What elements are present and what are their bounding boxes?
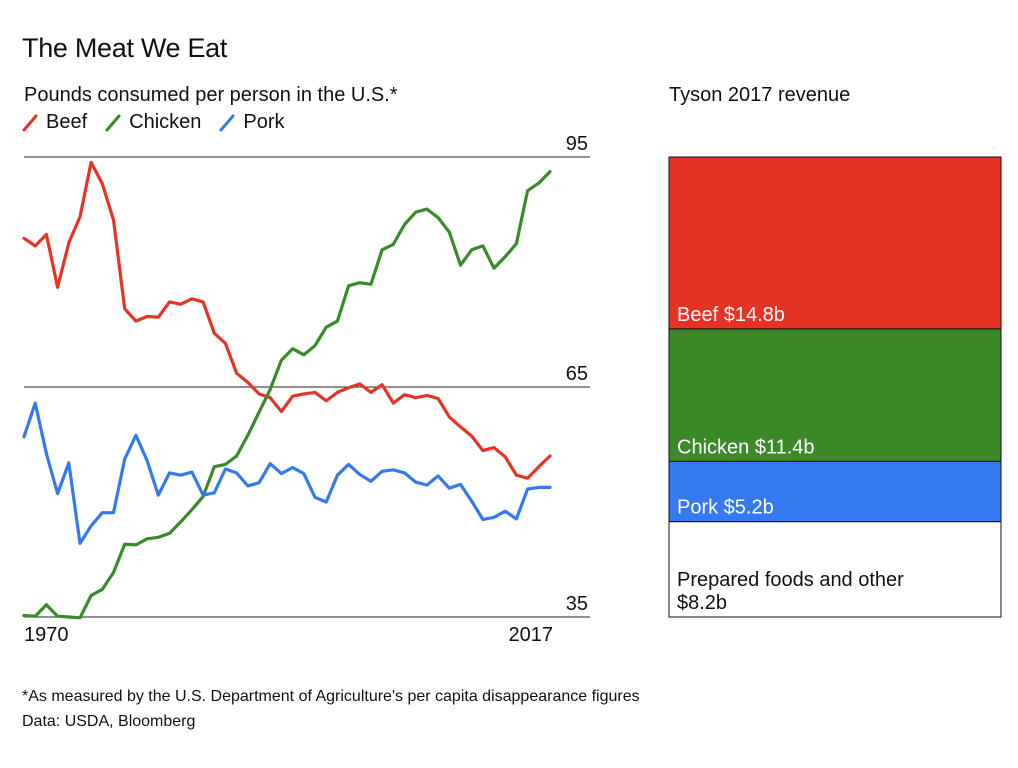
legend-label-chicken: Chicken (129, 111, 202, 133)
bar-segment-3 (668, 521, 1002, 618)
bar-segment-1 (668, 328, 1002, 462)
series-line-beef (22, 160, 552, 480)
y-tick-label: 35 (566, 593, 588, 615)
bar-segment-label: Prepared foods and other $8.2b (677, 569, 904, 614)
x-tick-label-start: 1970 (24, 624, 69, 646)
y-tick-label: 95 (566, 133, 588, 155)
source-note: Data: USDA, Bloomberg (22, 713, 196, 730)
series-line-chicken (22, 170, 552, 620)
x-tick-label-end: 2017 (509, 624, 554, 646)
line-chart-legend: Beef Chicken Pork (22, 111, 303, 134)
footnote: *As measured by the U.S. Department of A… (22, 688, 640, 705)
series-line-pork (22, 401, 552, 545)
line-chart-subtitle: Pounds consumed per person in the U.S.* (24, 84, 398, 106)
grid-lines (24, 156, 590, 618)
legend-label-pork: Pork (243, 111, 285, 133)
legend-item-pork: Pork (219, 111, 285, 134)
line-stroke-icon (219, 114, 235, 131)
chart-title: The Meat We Eat (22, 33, 228, 63)
bar-segment-label: Pork $5.2b (677, 497, 774, 519)
bar-segment-label: Chicken $11.4b (677, 436, 815, 458)
legend-item-chicken: Chicken (105, 111, 201, 134)
y-tick-label: 65 (566, 363, 588, 385)
stacked-bar: Beef $14.8b Chicken $11.4b Pork $5.2b Prepa… (668, 156, 1002, 618)
axis-labels: 35 65 95 1970 2017 (24, 133, 588, 646)
bar-segment-0 (668, 156, 1002, 330)
line-stroke-icon (22, 114, 38, 131)
legend-item-beef: Beef (22, 111, 87, 134)
bar-segment-label: Beef $14.8b (677, 304, 785, 326)
legend-label-beef: Beef (46, 111, 88, 133)
line-series (22, 160, 552, 620)
bar-chart-title: Tyson 2017 revenue (669, 84, 851, 106)
line-stroke-icon (105, 114, 121, 131)
